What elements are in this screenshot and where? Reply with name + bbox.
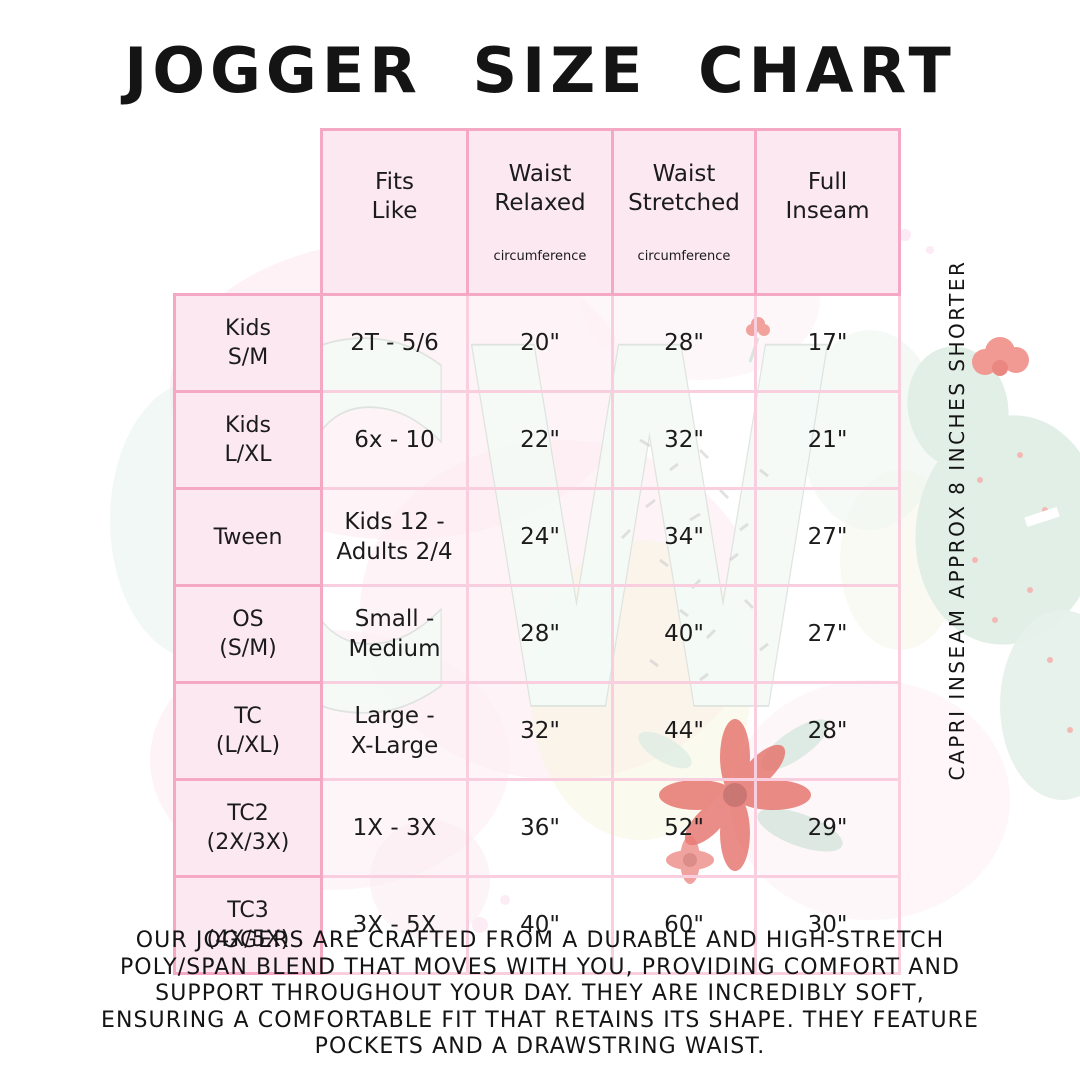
size-value-cell: 1X - 3X — [320, 778, 469, 878]
table-row: Kids S/M 2T - 5/6 20" 28" 17" — [173, 293, 901, 393]
size-value-cell: 34" — [611, 487, 757, 587]
size-value-cell: Kids 12 - Adults 2/4 — [320, 487, 469, 587]
table-row: TC (L/XL) Large - X-Large 32" 44" 28" — [173, 681, 901, 781]
size-value-cell: 32" — [466, 681, 614, 781]
row-label-cell: TC2 (2X/3X) — [173, 778, 323, 878]
row-label-cell: Kids S/M — [173, 293, 323, 393]
size-value-cell: 36" — [466, 778, 614, 878]
table-header-row: Fits Like Waist Relaxed circumference Wa… — [175, 128, 901, 296]
size-value-cell: Large - X-Large — [320, 681, 469, 781]
size-value-cell: 21" — [754, 390, 901, 490]
table-row: TC2 (2X/3X) 1X - 3X 36" 52" 29" — [173, 778, 901, 878]
size-value-cell: 22" — [466, 390, 614, 490]
table-row: Tween Kids 12 - Adults 2/4 24" 34" 27" — [173, 487, 901, 587]
size-value-cell: 29" — [754, 778, 901, 878]
size-value-cell: 27" — [754, 487, 901, 587]
col-header-subtitle: circumference — [637, 249, 731, 264]
size-value-cell: 44" — [611, 681, 757, 781]
size-value-cell: 3X - 5X — [320, 875, 469, 975]
size-chart-table: Fits Like Waist Relaxed circumference Wa… — [173, 128, 901, 975]
size-value-cell: 60" — [611, 875, 757, 975]
capri-inseam-note: CAPRI INSEAM APPROX 8 INCHES SHORTER — [945, 259, 969, 781]
row-label-cell: Kids L/XL — [173, 390, 323, 490]
size-value-cell: 20" — [466, 293, 614, 393]
size-value-cell: 28" — [754, 681, 901, 781]
col-header-title: Waist Stretched — [628, 161, 740, 216]
table-row: OS (S/M) Small - Medium 28" 40" 27" — [173, 584, 901, 684]
size-value-cell: 24" — [466, 487, 614, 587]
corner-cell — [175, 130, 322, 295]
size-value-cell: 40" — [466, 875, 614, 975]
size-value-cell: 6x - 10 — [320, 390, 469, 490]
col-header-fits-like: Fits Like — [320, 128, 469, 296]
row-label-cell: TC3 (4X/5X) — [173, 875, 323, 975]
table-row: Kids L/XL 6x - 10 22" 32" 21" — [173, 390, 901, 490]
col-header-waist-relaxed: Waist Relaxed circumference — [466, 128, 614, 296]
cactus-illustration — [907, 337, 1080, 800]
size-value-cell: 30" — [754, 875, 901, 975]
size-value-cell: 52" — [611, 778, 757, 878]
size-value-cell: 28" — [466, 584, 614, 684]
page-title: JOGGER SIZE CHART — [124, 34, 956, 107]
table-row: TC3 (4X/5X) 3X - 5X 40" 60" 30" — [173, 875, 901, 975]
size-value-cell: 27" — [754, 584, 901, 684]
row-label-cell: TC (L/XL) — [173, 681, 323, 781]
size-value-cell: 28" — [611, 293, 757, 393]
col-header-waist-stretched: Waist Stretched circumference — [611, 128, 757, 296]
col-header-full-inseam: Full Inseam — [754, 128, 901, 296]
size-value-cell: 32" — [611, 390, 757, 490]
size-value-cell: 2T - 5/6 — [320, 293, 469, 393]
col-header-title: Fits Like — [371, 168, 418, 224]
col-header-subtitle: circumference — [493, 249, 587, 264]
row-label-cell: Tween — [173, 487, 323, 587]
size-value-cell: 17" — [754, 293, 901, 393]
size-value-cell: Small - Medium — [320, 584, 469, 684]
row-label-cell: OS (S/M) — [173, 584, 323, 684]
col-header-title: Waist Relaxed — [494, 161, 586, 216]
product-description: OUR JOGGERS ARE CRAFTED FROM A DURABLE A… — [100, 928, 980, 1059]
size-value-cell: 40" — [611, 584, 757, 684]
col-header-title: Full Inseam — [785, 168, 870, 224]
